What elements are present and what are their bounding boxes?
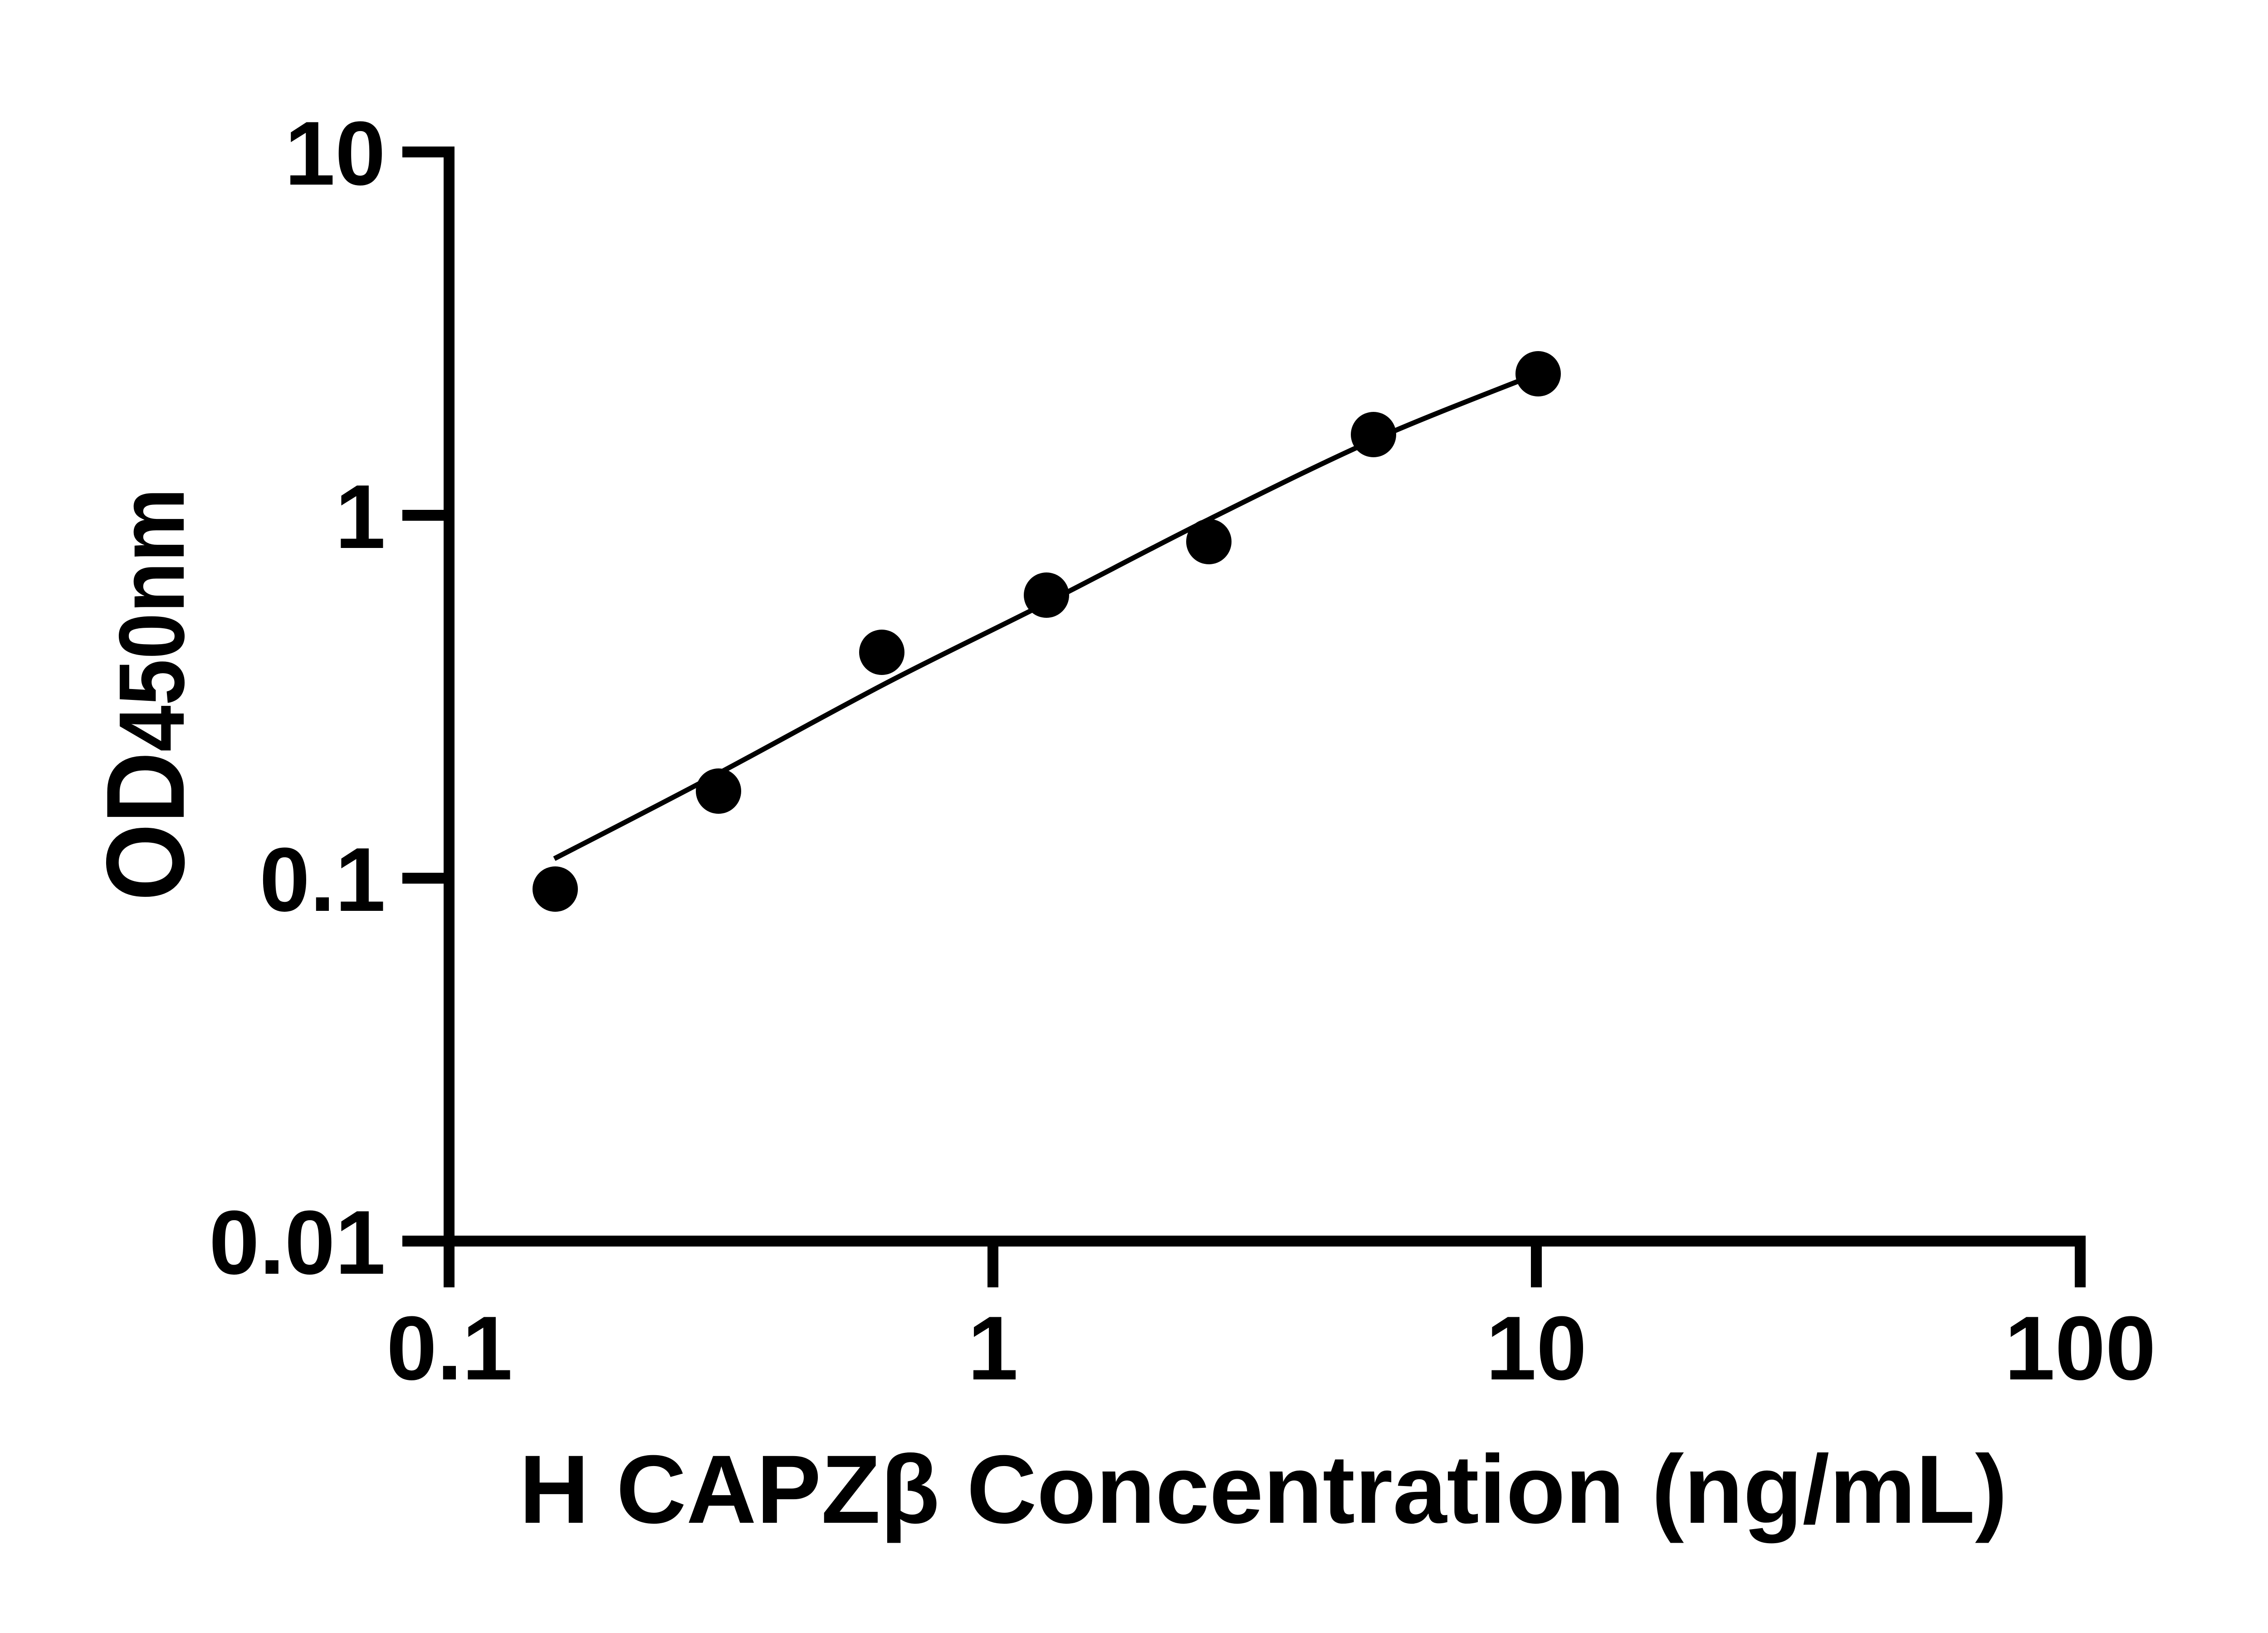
svg-text:100: 100 — [2004, 1298, 2156, 1399]
svg-text:0.01: 0.01 — [209, 1192, 386, 1293]
svg-text:H CAPZβ Concentration (ng/mL): H CAPZβ Concentration (ng/mL) — [519, 1435, 2008, 1544]
svg-text:1: 1 — [335, 466, 386, 567]
svg-text:0.1: 0.1 — [259, 829, 386, 930]
svg-text:OD450nm: OD450nm — [84, 488, 208, 901]
svg-text:0.1: 0.1 — [386, 1298, 513, 1399]
svg-text:10: 10 — [1486, 1298, 1587, 1399]
svg-text:1: 1 — [968, 1298, 1018, 1399]
svg-text:10: 10 — [285, 103, 386, 204]
